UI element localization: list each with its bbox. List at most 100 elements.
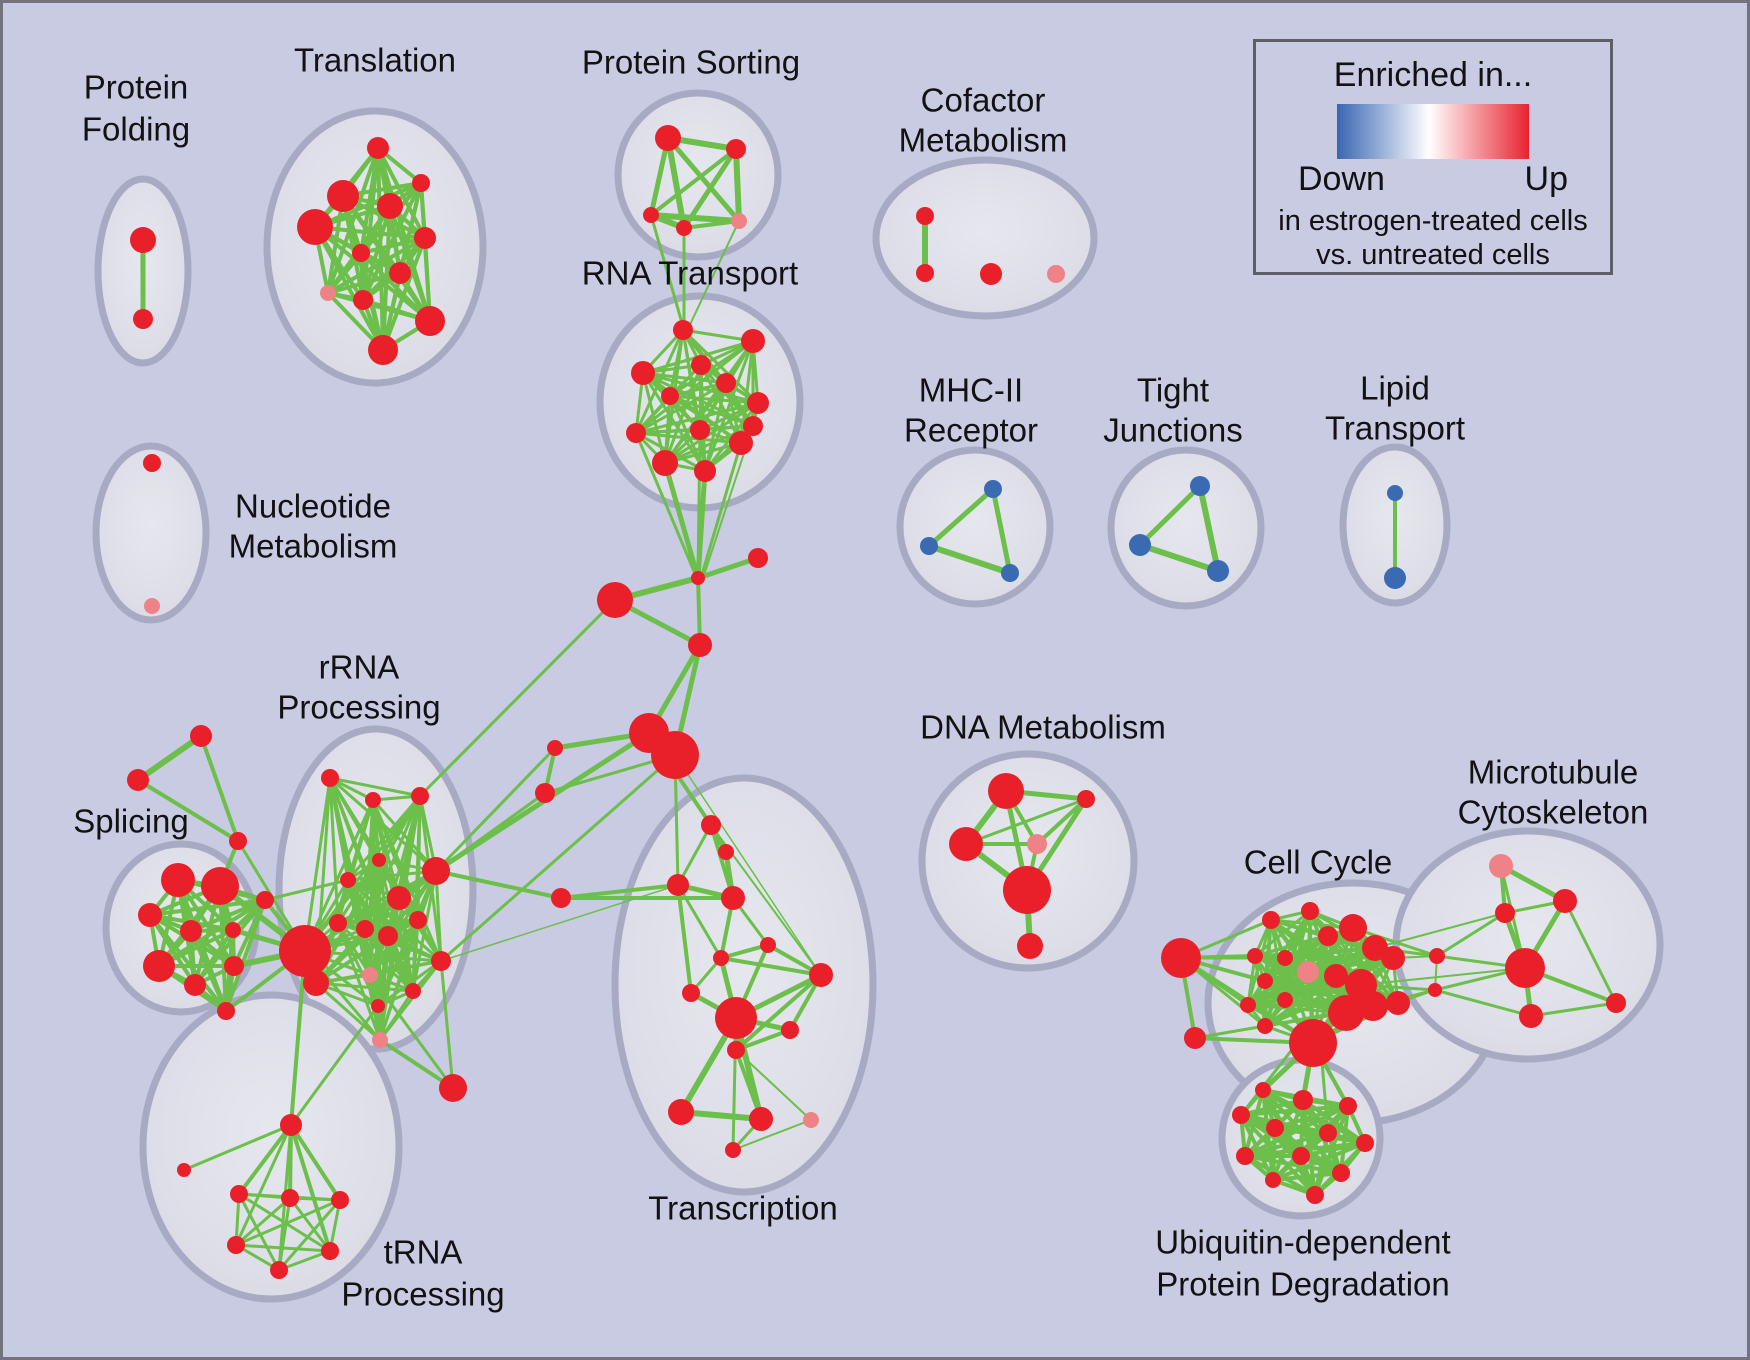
node-transcription xyxy=(725,1142,741,1158)
cluster-label-lipid-transport: Lipid Transport xyxy=(1325,370,1465,447)
node-transcription xyxy=(715,997,757,1039)
edge-bridge xyxy=(674,754,822,976)
edge-protein-sorting xyxy=(649,147,738,217)
cluster-label-protein-sorting: Protein Sorting xyxy=(582,44,800,81)
edge-trna-processing xyxy=(237,1192,281,1272)
edge-rna-transport xyxy=(663,363,703,465)
edge-rrna-processing xyxy=(303,776,332,953)
edge-ubiquitin-degradation xyxy=(1239,1104,1350,1117)
node-splicing xyxy=(224,956,244,976)
node-transcription xyxy=(803,1112,819,1128)
legend-down-label: Down xyxy=(1298,160,1385,198)
edge-translation xyxy=(326,271,402,295)
node-connectors xyxy=(535,783,555,803)
edge-rna-transport xyxy=(668,394,760,405)
node-trna-processing xyxy=(331,1191,349,1209)
node-rrna-processing xyxy=(378,926,398,946)
node-microtubule-cytoskeleton xyxy=(1428,983,1442,997)
node-translation xyxy=(352,244,370,262)
node-trna-processing xyxy=(321,1242,339,1260)
node-ubiquitin-degradation xyxy=(1339,1097,1357,1115)
edge-bridge xyxy=(263,878,350,902)
edge-tight-junctions xyxy=(1197,483,1221,574)
node-cell-cycle xyxy=(1262,911,1280,929)
edge-protein-sorting xyxy=(682,219,741,230)
node-ubiquitin-degradation xyxy=(1236,1147,1254,1165)
cluster-ellipse-cofactor-metabolism xyxy=(872,156,1098,320)
node-dna-metabolism xyxy=(1027,834,1047,854)
node-ubiquitin-degradation xyxy=(1332,1164,1350,1182)
edge-trna-processing xyxy=(277,1196,292,1272)
node-cell-cycle xyxy=(1386,991,1410,1015)
node-cell-cycle xyxy=(1297,961,1319,983)
node-translation xyxy=(414,227,436,249)
node-rna-transport xyxy=(729,431,753,455)
cluster-label-trna-processing: tRNA Processing xyxy=(341,1234,504,1313)
node-translation xyxy=(368,335,398,365)
edge-mhc-ii-receptor xyxy=(926,486,996,549)
edge-trna-processing xyxy=(237,1123,293,1196)
edge-splicing xyxy=(189,898,267,933)
edge-bridge xyxy=(696,428,702,580)
node-dna-metabolism xyxy=(1003,866,1051,914)
edge-bridge xyxy=(1374,912,1506,949)
node-cell-cycle xyxy=(1257,973,1273,989)
node-rrna-processing xyxy=(340,872,356,888)
node-transcription xyxy=(781,1021,799,1039)
cluster-label-ubiquitin-degradation: Ubiquitin-dependent Protein Degradation xyxy=(1155,1224,1450,1303)
edge-rrna-processing xyxy=(328,776,422,798)
node-cell-cycle xyxy=(1240,997,1256,1013)
edge-transcription xyxy=(719,956,823,977)
node-trna-processing xyxy=(270,1261,288,1279)
edge-transcription xyxy=(734,973,823,1052)
cluster-ellipse-mhc-ii-receptor xyxy=(896,446,1054,608)
edge-bridge xyxy=(439,753,677,963)
node-protein-sorting xyxy=(643,207,659,223)
edge-dna-metabolism xyxy=(964,797,1088,846)
edge-cell-cycle xyxy=(1246,954,1257,1007)
node-translation xyxy=(377,193,403,219)
cluster-label-rna-transport: RNA Transport xyxy=(582,255,798,292)
edge-bridge xyxy=(662,460,701,581)
edge-protein-sorting xyxy=(681,146,739,231)
edge-bridge xyxy=(434,869,563,900)
node-splicing-outliers xyxy=(190,725,212,747)
node-rna-transport xyxy=(716,373,736,393)
node-lipid-transport xyxy=(1384,567,1406,589)
legend-note-line1: in estrogen-treated cells xyxy=(1278,205,1588,237)
edge-trna-processing xyxy=(277,1249,332,1272)
node-trna-processing xyxy=(230,1185,248,1203)
node-protein-folding xyxy=(130,227,156,253)
edge-cell-cycle xyxy=(1263,956,1395,1028)
node-connectors xyxy=(651,731,699,779)
node-transcription xyxy=(718,844,734,860)
node-rrna-processing xyxy=(405,983,421,999)
edge-bridge xyxy=(559,883,680,900)
node-rna-transport xyxy=(741,329,765,353)
edge-bridge xyxy=(685,220,740,334)
edge-rna-transport xyxy=(641,371,728,385)
network-svg: Protein Folding Translation Protein Sorting… xyxy=(73,42,1664,1313)
node-ubiquitin-degradation xyxy=(1319,1124,1337,1142)
node-translation xyxy=(367,137,389,159)
node-microtubule-cytoskeleton xyxy=(1495,903,1515,923)
node-ubiquitin-degradation xyxy=(1292,1147,1310,1165)
edge-protein-sorting xyxy=(665,135,687,231)
node-connectors xyxy=(597,582,633,618)
node-protein-sorting xyxy=(731,213,747,229)
node-trna-processing xyxy=(227,1236,245,1254)
edge-transcription xyxy=(734,1048,763,1121)
edge-transcription xyxy=(732,1119,812,1151)
edge-trna-processing xyxy=(289,1123,342,1202)
node-trna-processing xyxy=(177,1163,191,1177)
node-splicing xyxy=(217,1002,235,1020)
node-protein-sorting xyxy=(676,220,692,236)
cluster-label-mhc-ii-receptor: MHC-II Receptor xyxy=(904,372,1038,449)
edge-transcription xyxy=(731,1016,738,1152)
edge-rna-transport xyxy=(668,394,755,428)
node-cell-cycle xyxy=(1289,1019,1337,1067)
edge-transcription xyxy=(719,943,770,960)
node-lipid-transport xyxy=(1387,485,1403,501)
cluster-label-protein-folding: Protein Folding xyxy=(82,69,190,148)
